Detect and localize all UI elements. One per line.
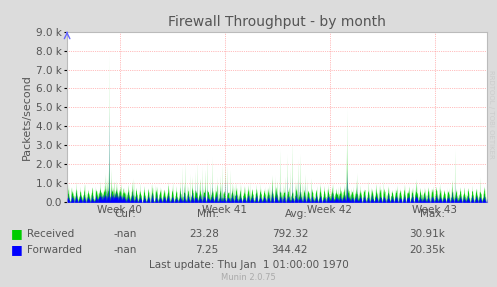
Text: 792.32: 792.32 xyxy=(272,229,308,239)
Text: Max:: Max: xyxy=(420,209,445,219)
Text: ■: ■ xyxy=(11,243,23,256)
Text: -nan: -nan xyxy=(113,229,137,239)
Text: 23.28: 23.28 xyxy=(189,229,219,239)
Y-axis label: Packets/second: Packets/second xyxy=(21,74,31,160)
Text: Munin 2.0.75: Munin 2.0.75 xyxy=(221,273,276,282)
Text: 20.35k: 20.35k xyxy=(409,245,445,255)
Text: -nan: -nan xyxy=(113,245,137,255)
Text: 7.25: 7.25 xyxy=(195,245,219,255)
Text: Last update: Thu Jan  1 01:00:00 1970: Last update: Thu Jan 1 01:00:00 1970 xyxy=(149,260,348,270)
Text: Received: Received xyxy=(27,229,75,239)
Text: Cur:: Cur: xyxy=(115,209,137,219)
Text: RRDTOOL / TOBI OETIKER: RRDTOOL / TOBI OETIKER xyxy=(488,70,494,159)
Text: ■: ■ xyxy=(11,227,23,240)
Text: 30.91k: 30.91k xyxy=(409,229,445,239)
Text: 344.42: 344.42 xyxy=(272,245,308,255)
Text: Avg:: Avg: xyxy=(285,209,308,219)
Text: Min:: Min: xyxy=(196,209,219,219)
Title: Firewall Throughput - by month: Firewall Throughput - by month xyxy=(168,15,386,29)
Text: Forwarded: Forwarded xyxy=(27,245,83,255)
